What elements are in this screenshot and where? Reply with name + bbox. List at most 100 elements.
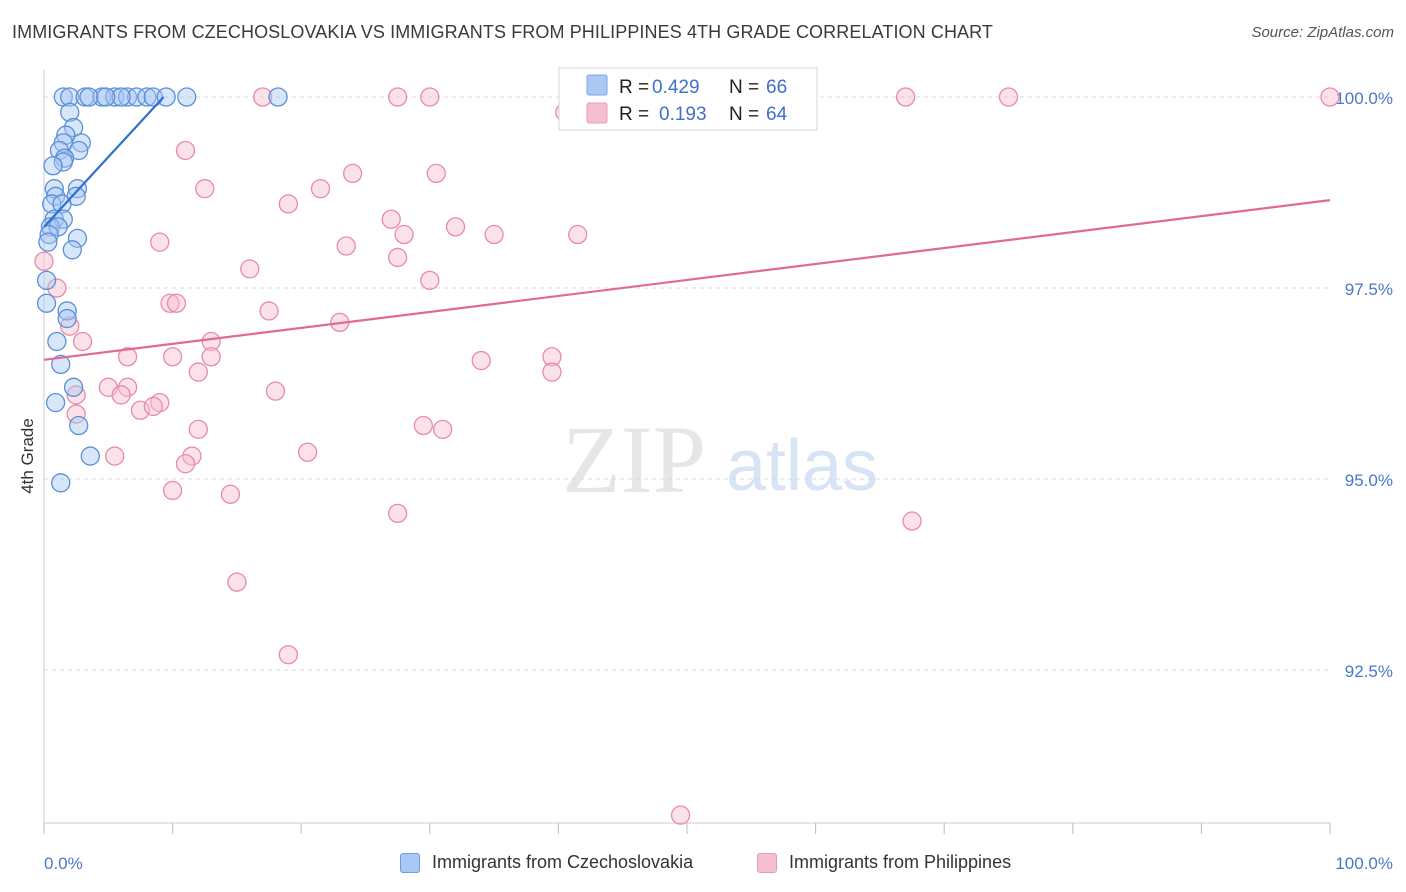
philippines-point xyxy=(66,385,86,405)
czechoslovakia-point xyxy=(44,179,64,199)
philippines-point xyxy=(998,87,1019,107)
legend-label-philippines: Immigrants from Philippines xyxy=(789,852,1012,872)
legend-blue-r-label: R = xyxy=(619,77,649,98)
czechoslovakia-point xyxy=(63,377,84,397)
czechoslovakia-point xyxy=(137,87,157,107)
philippines-point xyxy=(195,179,215,199)
y-tick-label: 100.0% xyxy=(1335,89,1393,108)
czechoslovakia-point xyxy=(69,415,89,436)
philippines-point xyxy=(381,209,401,229)
source-label: Source: ZipAtlas.com xyxy=(1251,24,1394,41)
czechoslovakia-point xyxy=(126,87,147,107)
legend-swatch-czechoslovakia xyxy=(400,852,420,873)
trend-lines xyxy=(43,96,1331,361)
czechoslovakia-trend-line xyxy=(43,96,165,228)
czechoslovakia-point xyxy=(38,232,58,252)
czechoslovakia-point xyxy=(62,240,82,260)
philippines-point xyxy=(188,362,208,382)
legend-swatch-philippines xyxy=(757,852,777,873)
philippines-point xyxy=(150,232,170,252)
czechoslovakia-point xyxy=(268,87,288,107)
philippines-point xyxy=(387,247,408,268)
watermark-atlas: atlas xyxy=(726,426,878,506)
philippines-point xyxy=(66,404,86,424)
philippines-point xyxy=(117,347,138,367)
x-ticks xyxy=(43,823,1331,834)
philippines-point xyxy=(342,163,363,184)
philippines-point xyxy=(542,347,562,367)
legend-pink-r-value: 0.193 xyxy=(659,104,707,125)
czechoslovakia-point xyxy=(43,156,63,176)
philippines-point xyxy=(162,480,183,501)
legend-pink-r-label: R = xyxy=(619,104,649,125)
philippines-point xyxy=(433,419,453,439)
legend-blue-n-value: 66 xyxy=(766,77,787,98)
czechoslovakia-point xyxy=(177,87,197,107)
philippines-point xyxy=(60,316,80,336)
y-axis-label: 4th Grade xyxy=(18,418,37,494)
philippines-point xyxy=(111,385,131,405)
philippines-trend-line xyxy=(43,199,1331,361)
legend-blue-n-label: N = xyxy=(729,77,759,98)
x-tick-label-end: 100.0% xyxy=(1335,854,1393,873)
philippines-point xyxy=(542,362,562,382)
czechoslovakia-point xyxy=(57,301,77,321)
philippines-point xyxy=(259,301,279,321)
philippines-point xyxy=(188,419,208,439)
philippines-point xyxy=(166,293,187,313)
czechoslovakia-point xyxy=(36,293,57,313)
czechoslovakia-point xyxy=(51,473,71,493)
czechoslovakia-point xyxy=(63,117,84,138)
czechoslovakia-point xyxy=(53,152,73,172)
philippines-point xyxy=(387,87,408,107)
philippines-point xyxy=(310,179,331,199)
y-tick-label: 92.5% xyxy=(1345,662,1393,681)
series-legend: Immigrants from Czechoslovakia Immigrant… xyxy=(0,852,1406,878)
philippines-point xyxy=(252,87,273,107)
czechoslovakia-point xyxy=(51,354,71,375)
philippines-point xyxy=(265,381,286,401)
czechoslovakia-point xyxy=(57,308,77,329)
philippines-point xyxy=(297,442,318,462)
legend-item-philippines: Immigrants from Philippines xyxy=(757,852,1011,873)
czechoslovakia-point xyxy=(60,87,80,107)
czechoslovakia-point xyxy=(39,224,59,245)
y-tick-labels: 100.0% 97.5% 95.0% 92.5% xyxy=(1335,89,1393,681)
philippines-point xyxy=(387,503,408,524)
philippines-point xyxy=(227,572,247,592)
philippines-point xyxy=(426,163,446,184)
philippines-point xyxy=(201,331,221,352)
czechoslovakia-point xyxy=(79,87,99,107)
y-tick-label: 97.5% xyxy=(1345,280,1393,299)
czechoslovakia-point xyxy=(111,87,131,107)
czechoslovakia-point xyxy=(40,217,61,237)
chart-title: IMMIGRANTS FROM CZECHOSLOVAKIA VS IMMIGR… xyxy=(12,22,994,42)
legend-pink-n-value: 64 xyxy=(766,104,788,125)
czechoslovakia-point xyxy=(96,87,116,107)
legend-pink-n-label: N = xyxy=(729,104,759,125)
philippines-point xyxy=(902,511,922,531)
philippines-point xyxy=(895,87,916,107)
philippines-point xyxy=(240,259,260,279)
stats-legend: R = 0.429 N = 66 R = 0.193 N = 64 xyxy=(558,67,818,131)
legend-swatch-blue xyxy=(586,74,608,96)
blue-points xyxy=(36,87,288,493)
philippines-point xyxy=(47,278,67,298)
czechoslovakia-point xyxy=(60,102,80,122)
philippines-point xyxy=(420,87,440,107)
philippines-point xyxy=(201,347,221,367)
czechoslovakia-point xyxy=(42,194,62,214)
philippines-point xyxy=(445,217,466,237)
czechoslovakia-point xyxy=(156,87,176,107)
philippines-point xyxy=(160,293,180,313)
philippines-point xyxy=(336,236,356,256)
legend-label-czechoslovakia: Immigrants from Czechoslovakia xyxy=(432,852,694,872)
philippines-point xyxy=(105,446,125,466)
philippines-point xyxy=(278,645,298,665)
philippines-point xyxy=(162,347,183,367)
philippines-point xyxy=(1320,87,1340,107)
philippines-point xyxy=(72,331,93,352)
philippines-point xyxy=(568,224,588,245)
czechoslovakia-point xyxy=(80,446,100,466)
